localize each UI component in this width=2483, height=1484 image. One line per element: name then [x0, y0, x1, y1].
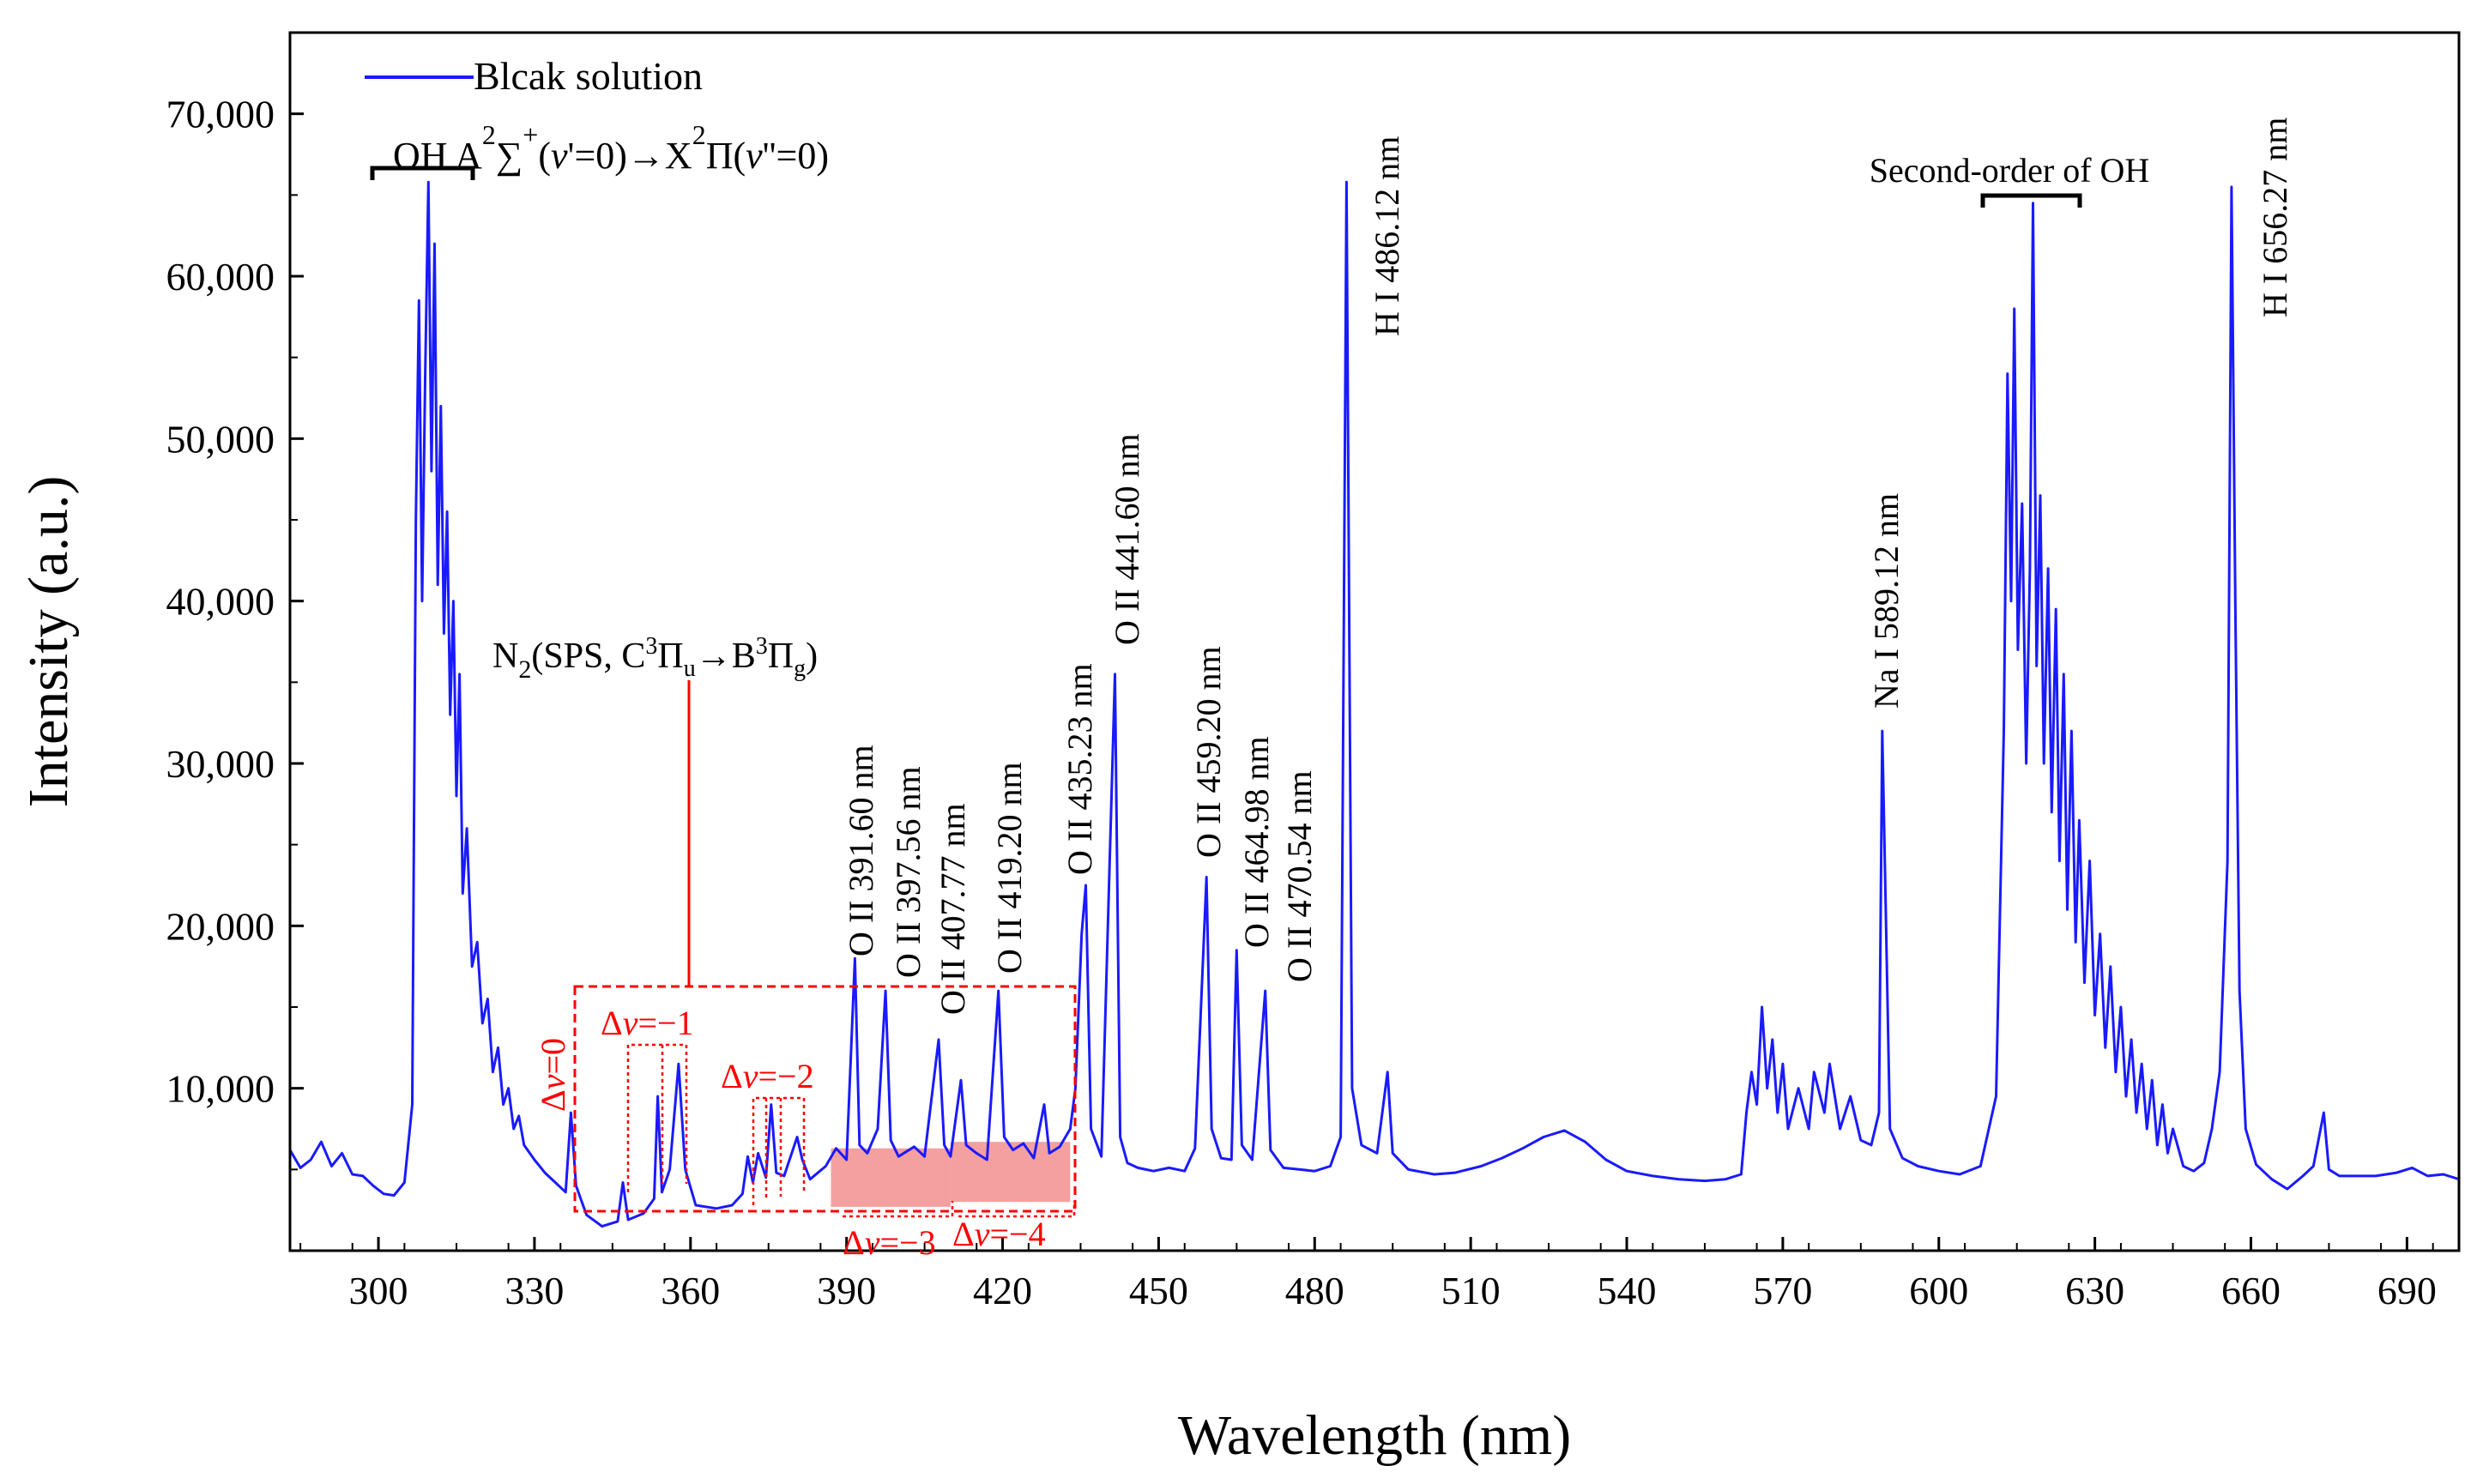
y-axis-title: Intensity (a.u.): [17, 476, 80, 808]
n2-sps-label: N2(SPS, C3Πu→B3Πg): [492, 633, 818, 684]
x-tick-label: 450: [1129, 1269, 1188, 1312]
dv1-bracket: [626, 1043, 688, 1192]
y-tick-label: 50,000: [166, 417, 275, 461]
dv4-label: Δv=−4: [952, 1215, 1046, 1253]
x-tick-label: 540: [1598, 1269, 1657, 1312]
label-o2-470: O II 470.54 nm: [1280, 770, 1319, 982]
label-o2-435: O II 435.23 nm: [1060, 663, 1099, 875]
label-o2-459: O II 459.20 nm: [1189, 646, 1228, 858]
second-order-oh-annotation: Second-order of OH: [1870, 151, 2150, 208]
label-o2-397: O II 397.56 nm: [889, 766, 927, 978]
label-o2-441: O II 441.60 nm: [1108, 433, 1146, 645]
x-tick-label: 600: [1909, 1269, 1968, 1312]
legend: Blcak solution: [365, 54, 703, 98]
dv3-label: Δv=−3: [843, 1223, 936, 1262]
second-order-oh-label: Second-order of OH: [1870, 151, 2150, 190]
y-tick-label: 20,000: [166, 904, 275, 948]
x-tick-label: 420: [973, 1269, 1032, 1312]
x-axis: 300 330 360 390 420 450 480 510 540 570 600 630 660 6…: [299, 1237, 2437, 1312]
n2-band-box: [573, 985, 1077, 1213]
plot-frame: [288, 31, 2461, 1252]
label-o2-464: O II 464.98 nm: [1237, 736, 1276, 948]
label-o2-391: O II 391.60 nm: [842, 745, 880, 956]
y-tick-label: 10,000: [166, 1067, 275, 1111]
x-tick-label: 570: [1753, 1269, 1812, 1312]
legend-label: Blcak solution: [474, 54, 703, 98]
x-tick-label: 300: [349, 1269, 408, 1312]
x-tick-label: 660: [2221, 1269, 2281, 1312]
dv3-bracket: [843, 1201, 954, 1218]
dv0-label: Δv=0: [534, 1038, 572, 1112]
dv4-bracket: [958, 1201, 1076, 1218]
x-tick-label: 330: [504, 1269, 564, 1312]
x-tick-label: 510: [1441, 1269, 1501, 1312]
y-axis: 10,000 20,000 30,000 40,000 50,000 60,000 70,0…: [166, 32, 304, 1171]
dv1-label: Δv=−1: [601, 1004, 694, 1042]
oh-band-annotation: OH A2∑+(v'=0)→X2Π(v''=0): [370, 119, 829, 180]
y-tick-label: 70,000: [166, 93, 275, 136]
dv3-shaded-region: [831, 1148, 951, 1207]
oh-band-label: OH A2∑+(v'=0)→X2Π(v''=0): [393, 119, 829, 177]
label-na1-589: Na I 589.12 nm: [1867, 493, 1906, 709]
series-line-blcak-solution: [290, 180, 2459, 1228]
x-tick-label: 690: [2377, 1269, 2437, 1312]
label-o2-407: O II 407.77 nm: [933, 803, 972, 1015]
x-tick-label: 360: [661, 1269, 720, 1312]
x-tick-label: 390: [817, 1269, 876, 1312]
x-axis-title: Wavelength (nm): [1178, 1404, 1571, 1467]
y-tick-label: 30,000: [166, 742, 275, 786]
x-tick-label: 630: [2065, 1269, 2124, 1312]
x-tick-label: 480: [1285, 1269, 1344, 1312]
dv2-bracket: [752, 1096, 806, 1205]
y-tick-label: 60,000: [166, 255, 275, 299]
label-h1-656: H I 656.27 nm: [2256, 118, 2294, 317]
dv2-label: Δv=−2: [721, 1057, 814, 1095]
label-o2-419: O II 419.20 nm: [990, 762, 1029, 974]
y-tick-label: 40,000: [166, 580, 275, 624]
label-h1-486: H I 486.12 nm: [1368, 136, 1406, 336]
